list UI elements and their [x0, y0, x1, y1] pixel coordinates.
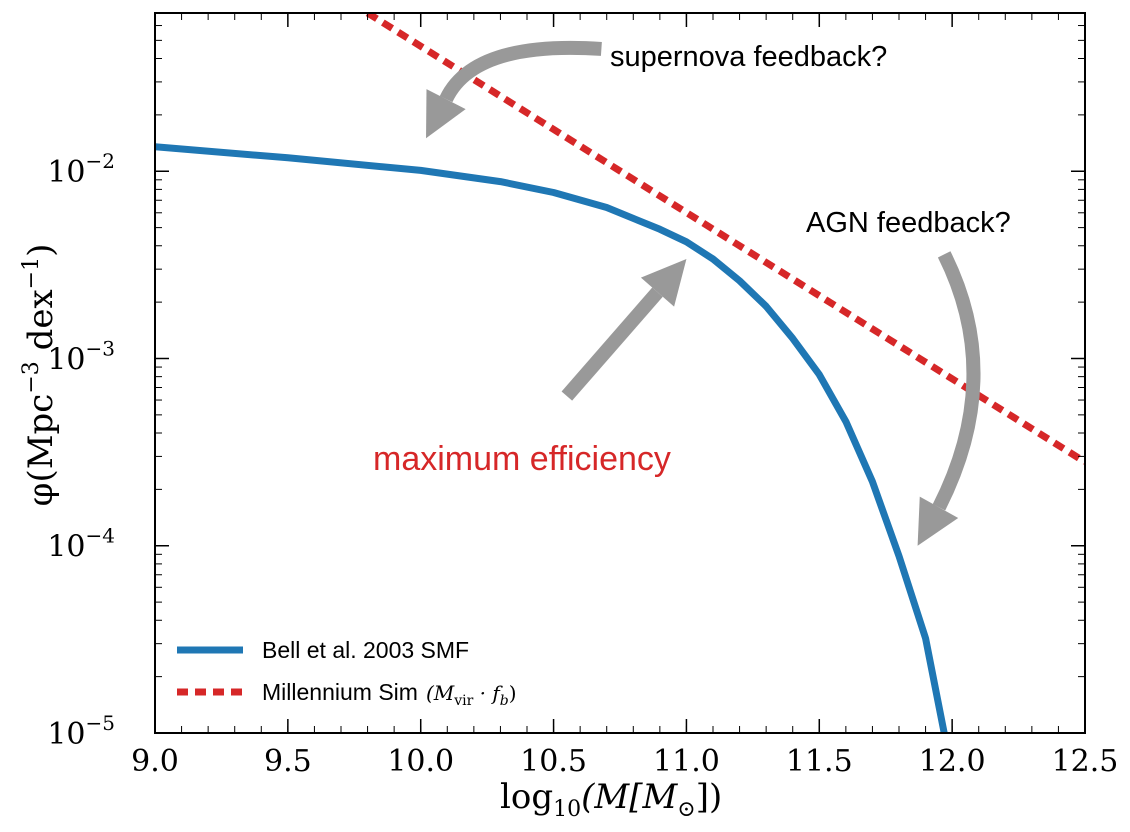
y-tick-label-0: 10−2 [47, 149, 115, 190]
x-tick-label-0: 9.0 [131, 744, 179, 779]
legend-label-millennium: Millennium Sim (Mvir · fb) [262, 679, 517, 709]
annotation-supernova: supernova feedback? [610, 41, 887, 73]
x-tick-label-5: 11.5 [786, 744, 853, 779]
x-tick-label-4: 11.0 [653, 744, 720, 779]
agn-arrow-head [917, 496, 959, 546]
max-efficiency-arrow-head [640, 258, 687, 307]
y-tick-labels: 10−2 10−3 10−4 10−5 [47, 149, 115, 752]
x-tick-label-6: 12.0 [919, 744, 986, 779]
series-line-millennium [365, 13, 1085, 465]
agn-arrow-shaft [932, 251, 981, 511]
x-tick-label-3: 10.5 [520, 744, 587, 779]
x-tick-label-7: 12.5 [1052, 744, 1119, 779]
series-layer [155, 13, 1085, 733]
y-axis-label: φ(Mpc−3 dex−1) [19, 244, 61, 507]
x-tick-labels: 9.0 9.5 10.0 10.5 11.0 11.5 12.0 12.5 [131, 744, 1118, 779]
y-tick-label-1: 10−3 [47, 336, 115, 377]
legend: Bell et al. 2003 SMF Millennium Sim (Mvir… [177, 637, 517, 709]
x-axis-label: log10(M[M⊙]) [500, 777, 722, 822]
y-tick-label-3: 10−5 [47, 711, 115, 752]
plot-frame [154, 12, 1086, 734]
series-line-bell [155, 143, 948, 733]
x-tick-label-2: 10.0 [387, 744, 454, 779]
tick-layer [154, 12, 1086, 734]
max-efficiency-arrow-shaft [561, 287, 663, 401]
legend-label-bell: Bell et al. 2003 SMF [262, 637, 469, 663]
y-tick-label-2: 10−4 [47, 524, 115, 565]
x-tick-label-1: 9.5 [264, 744, 312, 779]
supernova-arrow-shaft [439, 40, 602, 103]
annotation-agn: AGN feedback? [806, 207, 1011, 239]
supernova-arrow-head [426, 89, 466, 139]
annotation-maximum-efficiency: maximum efficiency [373, 440, 671, 478]
arrow-layer [426, 40, 981, 546]
